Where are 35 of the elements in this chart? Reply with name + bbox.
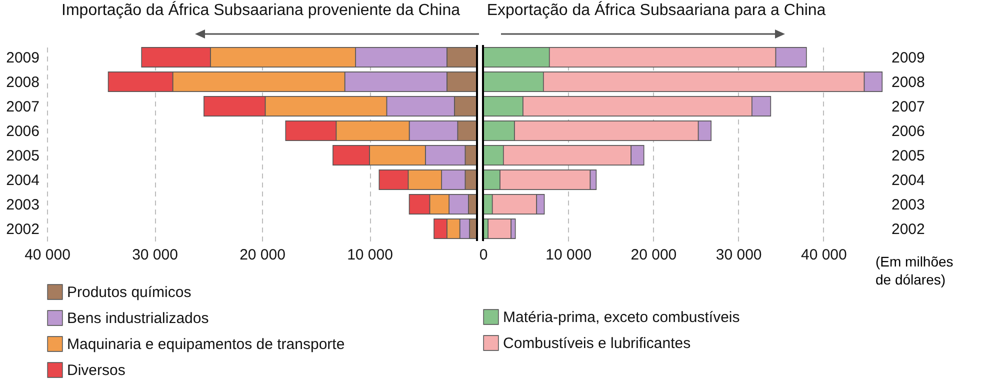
y-tick-label: 2005 [892, 147, 925, 164]
x-tick-label: 20 000 [240, 246, 286, 264]
y-tick-label: 2008 [6, 74, 40, 91]
x-tick-label: 40 000 [800, 246, 847, 264]
chart-title: Exportação da África Subsaariana para a China [486, 1, 826, 19]
bar [488, 218, 512, 239]
x-axis-title: (Em milhões de dólares) [876, 254, 954, 288]
x-tick-label: 30 000 [716, 246, 762, 264]
y-tick-label: 2002 [892, 220, 925, 238]
x-tick-label: 40 000 [24, 246, 70, 264]
x-tick-label: 30 000 [132, 246, 178, 264]
y-tick-label: 2004 [6, 172, 40, 189]
x-tick-label: 10 000 [546, 246, 592, 264]
x-tick-label: 0 [479, 246, 488, 264]
legend-label: Diversos [67, 362, 126, 379]
y-tick-label: 2009 [6, 49, 40, 66]
y-tick-label: 2009 [892, 49, 925, 66]
y-tick-label: 2006 [892, 122, 925, 140]
x-tick-label: 10 000 [347, 246, 393, 264]
y-tick-label: 2007 [6, 98, 40, 116]
y-tick-label: 2004 [892, 172, 925, 189]
legend-label: Maquinaria e equipamentos de transporte [67, 336, 345, 353]
y-tick-label: 2007 [892, 98, 925, 116]
chart-title: Importação da África Subsaariana proveniente da China [62, 1, 460, 19]
y-tick-label: 2003 [892, 196, 925, 214]
y-tick-label: 2002 [6, 220, 40, 238]
y-tick-label: 2003 [6, 196, 40, 214]
x-tick-label: 20 000 [630, 246, 677, 264]
y-tick-label: 2008 [892, 74, 925, 91]
y-tick-label: 2005 [6, 147, 40, 164]
legend-label: Combustíveis e lubrificantes [503, 335, 691, 352]
legend-label: Matéria-prima, exceto combustíveis [503, 309, 740, 326]
legend-label: Bens industrializados [67, 310, 209, 327]
y-tick-label: 2006 [6, 122, 40, 140]
legend-label: Produtos químicos [67, 284, 192, 301]
